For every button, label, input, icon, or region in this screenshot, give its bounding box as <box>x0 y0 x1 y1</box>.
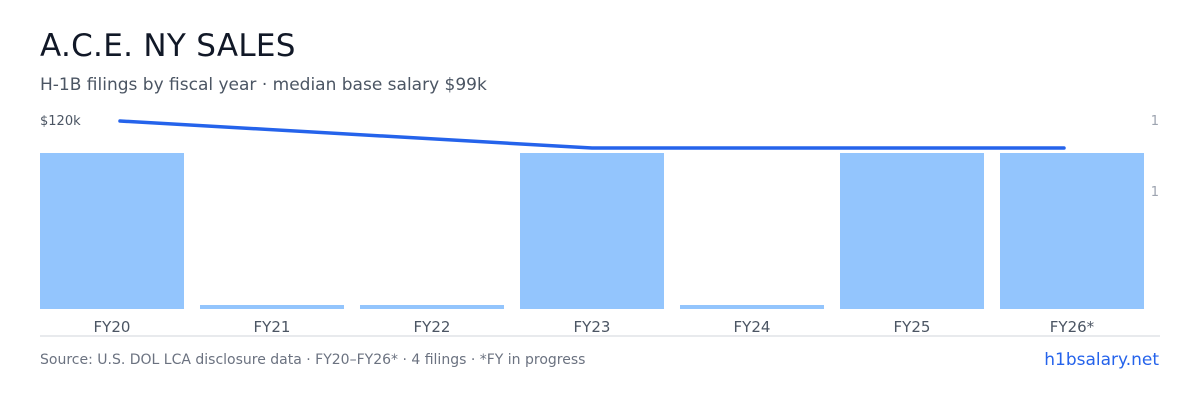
bar-fy26-star <box>1000 153 1144 309</box>
x-tick-fy23: FY23 <box>574 318 611 336</box>
x-tick-fy25: FY25 <box>894 318 931 336</box>
right-axis-mid-label: 1 <box>1151 185 1159 200</box>
x-tick-fy26-star: FY26* <box>1050 318 1095 336</box>
x-tick-labels: FY20 FY21 FY22 FY23 FY24 FY25 FY26* <box>94 318 1095 336</box>
right-axis-top-label: 1 <box>1151 114 1159 129</box>
x-tick-fy22: FY22 <box>414 318 451 336</box>
bar-fy22 <box>360 305 504 309</box>
bar-fy21 <box>200 305 344 309</box>
bar-fy24 <box>680 305 824 309</box>
median-salary-line <box>118 119 1066 150</box>
x-tick-fy21: FY21 <box>254 318 291 336</box>
chart-subtitle: H-1B filings by fiscal year · median bas… <box>40 75 487 95</box>
chart-title: A.C.E. NY SALES <box>40 28 296 64</box>
left-axis-top-label: $120k <box>40 114 81 129</box>
x-tick-fy20: FY20 <box>94 318 131 336</box>
x-tick-fy24: FY24 <box>734 318 771 336</box>
source-note: Source: U.S. DOL LCA disclosure data · F… <box>40 352 586 368</box>
salary-line-group <box>118 119 1066 150</box>
bars-group <box>40 153 1144 309</box>
bar-fy25 <box>840 153 984 309</box>
bar-fy23 <box>520 153 664 309</box>
brand-link[interactable]: h1bsalary.net <box>1044 350 1159 370</box>
bar-fy20 <box>40 153 184 309</box>
